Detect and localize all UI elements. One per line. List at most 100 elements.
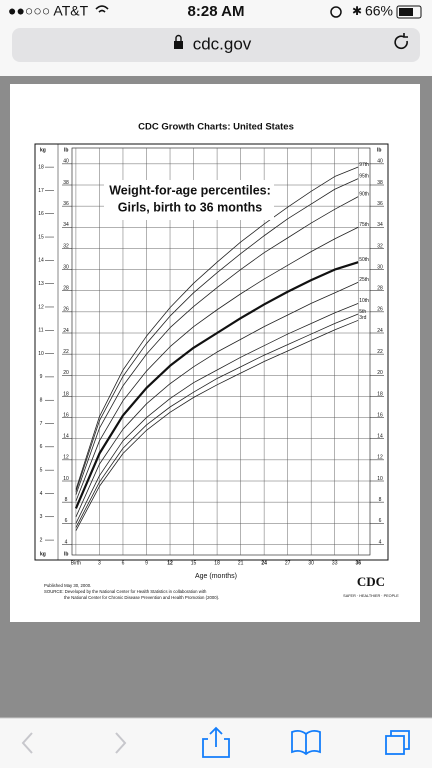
battery-icon (396, 5, 422, 19)
y-tick-label: 18 (63, 391, 69, 397)
reload-button[interactable] (394, 33, 408, 50)
y-tick-label: 26 (63, 307, 69, 313)
x-tick-label: 9 (145, 560, 148, 566)
address-bar[interactable] (12, 28, 420, 62)
y-tick-label: 12 (63, 455, 69, 461)
y-tick-label: 22 (63, 349, 69, 355)
annotation: Girls, birth to 36 months (118, 200, 263, 214)
footnote: the National Center for Chronic Disease … (64, 595, 219, 600)
series-label: 10th (359, 298, 369, 304)
y2-tick-label: 12 (38, 304, 44, 310)
y2-tick-label: 7 (40, 421, 43, 427)
y2-tick-label: 11 (38, 328, 43, 334)
share-button[interactable] (202, 726, 230, 758)
y-tick-label: 26 (377, 307, 383, 313)
y-tick-label: 8 (65, 497, 68, 503)
chart-frame (34, 143, 389, 561)
y-tick-label: 30 (377, 264, 383, 270)
y-tick-label: 8 (379, 497, 382, 503)
clock: 8:28 AM (188, 3, 245, 20)
y2-tick-label: 6 (40, 444, 43, 450)
y2-tick-label: 17 (38, 188, 44, 194)
battery-level: 66% (365, 3, 393, 19)
percentile-line (75, 226, 359, 502)
battery-fill (399, 8, 413, 16)
y-tick-label: 4 (65, 539, 68, 545)
series-label: 90th (359, 191, 369, 197)
x-tick-label: 30 (308, 560, 314, 566)
x-tick-label: 15 (191, 560, 197, 566)
back-button[interactable] (21, 732, 33, 754)
y-tick-label: 30 (63, 264, 69, 270)
lock-shackle (175, 34, 182, 41)
annotation-box (104, 180, 274, 220)
series-label: 25th (359, 277, 369, 283)
y-tick-label: 36 (377, 201, 383, 207)
x-tick-label: 3 (98, 560, 101, 566)
series-label: 50th (359, 257, 369, 263)
tabs-button-back (390, 730, 410, 750)
x-tick-label: Birth (71, 560, 82, 566)
y-tick-label: 22 (377, 349, 383, 355)
y-tick-label: 4 (379, 539, 382, 545)
x-tick-label: 27 (285, 560, 291, 566)
url[interactable]: cdc.gov (193, 34, 252, 53)
y2-tick-label: 10 (38, 351, 44, 357)
series-label: 3rd (359, 315, 366, 321)
y-tick-label: 14 (377, 434, 383, 440)
y-tick-label: 18 (377, 391, 383, 397)
percentile-line (75, 281, 359, 518)
footnote: SOURCE: Developed by the National Center… (44, 589, 207, 594)
y-tick-label: 28 (377, 286, 383, 292)
x-tick-label: 18 (214, 560, 220, 566)
y-unit: lb (64, 147, 68, 153)
y-tick-label: 10 (63, 476, 69, 482)
x-tick-label: 24 (261, 560, 267, 566)
bluetooth-icon: ✱ (352, 4, 362, 18)
percentile-line (74, 261, 359, 509)
y-tick-label: 16 (377, 412, 383, 418)
x-tick-label: 6 (122, 560, 125, 566)
percentile-line (75, 303, 359, 524)
percentile-line (75, 313, 359, 528)
y-tick-label: 10 (377, 476, 383, 482)
y2-tick-label: 5 (40, 467, 43, 473)
x-tick-label: 33 (332, 560, 338, 566)
logo-tagline: SAFER · HEALTHIER · PEOPLE (343, 594, 399, 598)
y2-tick-label: 15 (38, 234, 44, 240)
y-tick-label: 16 (63, 412, 69, 418)
y-tick-label: 14 (63, 434, 69, 440)
y-tick-label: 20 (63, 370, 69, 376)
plot-area (71, 147, 371, 556)
y2-unit: kg (40, 147, 46, 153)
y2-tick-label: 4 (40, 491, 43, 497)
bookmarks-button[interactable] (291, 729, 321, 756)
y-tick-label: 34 (63, 222, 69, 228)
lock-icon (174, 41, 183, 49)
y-tick-label: 24 (377, 328, 383, 334)
series-label: 95th (359, 173, 369, 179)
wifi-icon (95, 5, 109, 13)
y-tick-label: 32 (377, 243, 383, 249)
y2-tick-label: 3 (40, 514, 43, 520)
forward-button[interactable] (115, 732, 127, 754)
x-tick-label: 12 (167, 560, 173, 566)
y-tick-label: 40 (377, 159, 383, 165)
y2-tick-label: 9 (40, 374, 43, 380)
y-tick-label: 28 (63, 286, 69, 292)
y-unit: lb (377, 147, 381, 153)
y-tick-label: 32 (63, 243, 69, 249)
y-tick-label: 40 (63, 159, 69, 165)
annotation: Weight-for-age percentiles: (109, 183, 271, 197)
x-tick-label: 21 (238, 560, 244, 566)
footnote: Published May 30, 2000. (44, 583, 91, 588)
y2-tick-label: 2 (40, 537, 43, 543)
tabs-button[interactable] (385, 735, 405, 755)
chart-title: CDC Growth Charts: United States (138, 122, 294, 133)
y-tick-label: 38 (63, 180, 69, 186)
y-tick-label: 38 (377, 180, 383, 186)
y-tick-label: 36 (63, 201, 69, 207)
percentile-line (75, 178, 359, 492)
